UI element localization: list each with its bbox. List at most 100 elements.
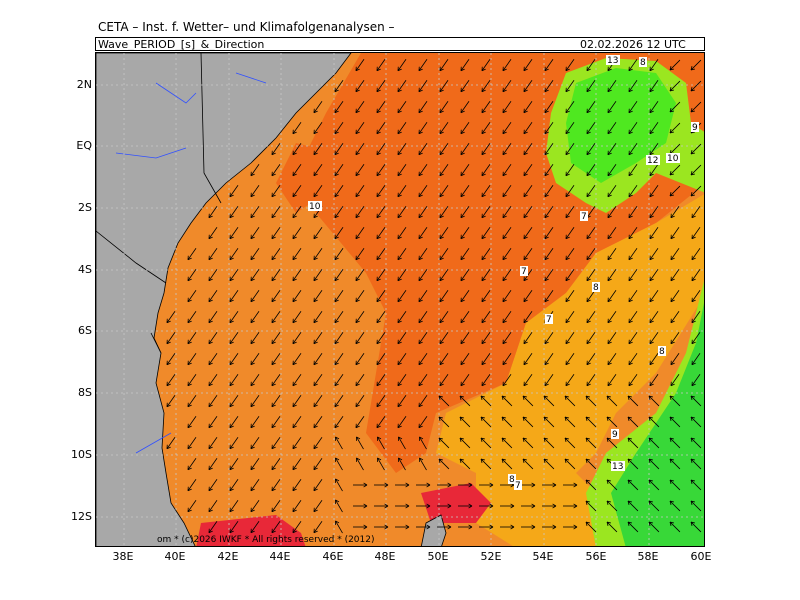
direction-arrow (460, 332, 470, 345)
direction-arrow (334, 80, 344, 93)
direction-arrow (521, 524, 536, 530)
direction-arrow (271, 374, 281, 387)
direction-arrow (271, 353, 281, 366)
direction-arrow (606, 416, 618, 428)
direction-arrow (355, 311, 365, 324)
direction-arrow (397, 311, 407, 324)
direction-arrow (670, 311, 680, 324)
direction-arrow (670, 374, 680, 387)
direction-arrow (313, 101, 323, 114)
contour-label-bg (611, 429, 619, 439)
direction-arrow (628, 227, 638, 240)
direction-arrow (565, 332, 575, 345)
direction-arrow (690, 80, 702, 92)
direction-arrow (395, 524, 410, 530)
direction-arrow (544, 248, 554, 261)
direction-arrow (355, 122, 365, 135)
direction-arrow (355, 143, 365, 156)
direction-arrow (458, 503, 473, 509)
direction-arrow (439, 374, 449, 387)
direction-arrow (628, 248, 638, 261)
contour-label-bg (639, 57, 647, 67)
direction-arrow (250, 500, 260, 513)
direction-arrow (628, 122, 638, 135)
direction-arrow (542, 503, 557, 509)
contour-label: 13 (612, 462, 623, 472)
direction-arrow (607, 80, 617, 93)
direction-arrow (607, 206, 617, 219)
direction-arrow (523, 185, 533, 198)
direction-arrow (565, 143, 575, 156)
direction-arrow (397, 416, 407, 429)
direction-arrow (521, 482, 536, 488)
contour-label: 13 (607, 56, 618, 66)
direction-arrow (334, 374, 344, 387)
direction-arrow (313, 143, 323, 156)
direction-arrow (607, 164, 617, 177)
direction-arrow (586, 164, 596, 177)
direction-arrow (374, 482, 389, 488)
direction-arrow (335, 499, 343, 513)
direction-arrow (313, 437, 323, 450)
direction-arrow (292, 521, 302, 534)
lon-label: 58E (637, 550, 659, 563)
direction-arrow (334, 206, 344, 219)
direction-arrow (229, 332, 239, 345)
direction-arrow (585, 416, 597, 428)
direction-arrow (586, 248, 596, 261)
direction-arrow (335, 478, 343, 492)
lon-label: 54E (532, 550, 554, 563)
direction-arrow (292, 248, 302, 261)
direction-arrow (649, 164, 659, 177)
direction-arrow (544, 374, 554, 387)
direction-arrow (355, 185, 365, 198)
direction-arrow (292, 290, 302, 303)
direction-arrow (292, 122, 302, 135)
direction-arrow (418, 185, 428, 198)
direction-arrow (334, 143, 344, 156)
direction-arrow (585, 395, 597, 407)
direction-arrow (523, 59, 533, 72)
direction-arrow (166, 353, 176, 366)
direction-arrow (439, 185, 449, 198)
direction-arrow (670, 353, 680, 366)
direction-arrow (607, 248, 617, 261)
direction-arrow (564, 458, 576, 470)
direction-arrow (376, 416, 386, 429)
direction-arrow (313, 416, 323, 429)
direction-arrow (250, 416, 260, 429)
direction-arrow (374, 524, 389, 530)
direction-arrow (334, 290, 344, 303)
direction-arrow (439, 269, 449, 282)
lon-label: 50E (427, 550, 449, 563)
direction-arrow (374, 503, 389, 509)
direction-arrow (563, 503, 578, 509)
direction-arrow (313, 122, 323, 135)
direction-arrow (586, 80, 596, 93)
direction-arrow (250, 458, 260, 471)
direction-arrow (229, 206, 239, 219)
direction-arrow (691, 269, 701, 282)
direction-arrow (208, 437, 218, 450)
direction-arrow (523, 332, 533, 345)
direction-arrow (292, 479, 302, 492)
lon-label: 44E (269, 550, 291, 563)
contour-label: 8 (509, 475, 515, 485)
direction-arrow (418, 80, 428, 93)
direction-arrow (543, 416, 555, 428)
direction-arrow (690, 164, 702, 176)
direction-arrow (271, 332, 281, 345)
direction-arrow (607, 353, 617, 366)
direction-arrow (502, 227, 512, 240)
direction-arrow (565, 164, 575, 177)
direction-arrow (627, 437, 639, 449)
direction-arrow (502, 185, 512, 198)
direction-arrow (250, 437, 260, 450)
direction-arrow (229, 395, 239, 408)
direction-arrow (271, 479, 281, 492)
direction-arrow (397, 353, 407, 366)
contour-label-bg (520, 266, 528, 276)
direction-arrow (544, 122, 554, 135)
direction-arrow (501, 458, 513, 470)
direction-arrow (458, 482, 473, 488)
